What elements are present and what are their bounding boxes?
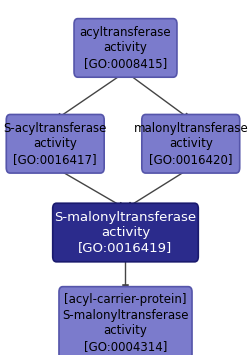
FancyBboxPatch shape [52,203,198,262]
Text: S-acyltransferase
activity
[GO:0016417]: S-acyltransferase activity [GO:0016417] [4,122,106,166]
Text: acyltransferase
activity
[GO:0008415]: acyltransferase activity [GO:0008415] [79,26,171,70]
FancyBboxPatch shape [74,18,176,77]
Text: [acyl-carrier-protein]
S-malonyltransferase
activity
[GO:0004314]: [acyl-carrier-protein] S-malonyltransfer… [62,293,188,353]
FancyBboxPatch shape [6,114,104,173]
Text: S-malonyltransferase
activity
[GO:0016419]: S-malonyltransferase activity [GO:001641… [54,211,196,255]
FancyBboxPatch shape [59,287,191,355]
FancyBboxPatch shape [141,114,239,173]
Text: malonyltransferase
activity
[GO:0016420]: malonyltransferase activity [GO:0016420] [133,122,247,166]
